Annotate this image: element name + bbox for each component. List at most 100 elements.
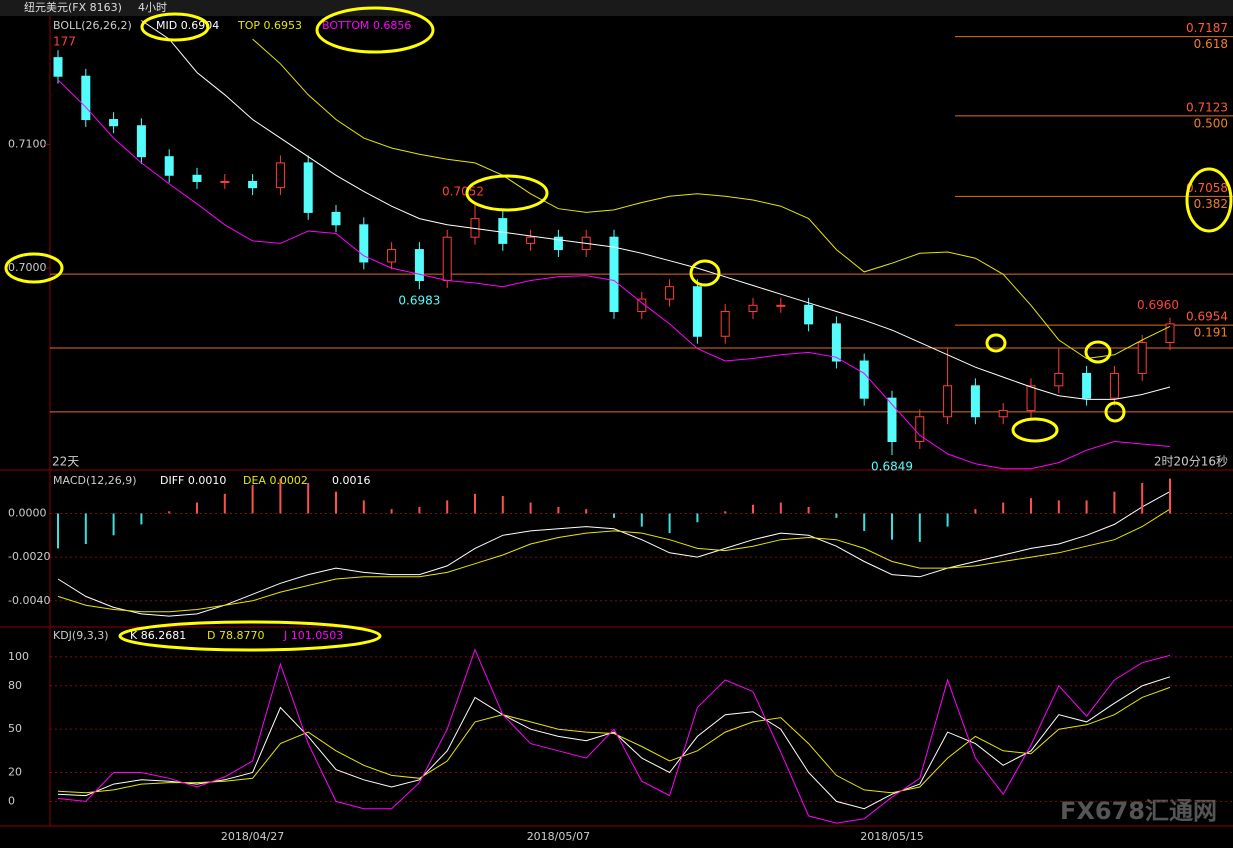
- annotations: [4, 6, 1233, 652]
- candle-body: [859, 360, 869, 399]
- candle-body: [192, 174, 202, 182]
- candle-body: [136, 125, 146, 158]
- legend-entry: J 101.0503: [283, 629, 343, 642]
- period[interactable]: 4小时: [138, 1, 167, 14]
- series-line: [57, 508, 1171, 613]
- candle-body: [414, 249, 424, 282]
- candle-body: [359, 224, 369, 263]
- title-bar: [0, 0, 1233, 16]
- highlight-circle: [1104, 401, 1126, 423]
- highlight-circle: [140, 12, 210, 42]
- fib-ratio: 0.500: [1194, 116, 1228, 130]
- marks: 0.7100 0.7000 0.7187 0.618 0.7123 0.500 0.7058…: [8, 19, 1233, 843]
- highlight-circle: [689, 259, 721, 287]
- fib-ratio: 0.191: [1194, 326, 1228, 340]
- candle-body: [720, 310, 730, 337]
- legend-title: MACD(12,26,9): [53, 474, 137, 487]
- candle-body: [1109, 372, 1119, 399]
- legend-entry: DIFF 0.0010: [160, 474, 226, 487]
- extreme-label: 0.6960: [1137, 298, 1179, 312]
- y-tick-label: -0.0020: [8, 550, 50, 563]
- bars-label: 22天: [52, 455, 79, 469]
- legend-entry: D 78.8770: [207, 629, 264, 642]
- highlight-circle: [1084, 340, 1112, 364]
- candle-body: [831, 323, 841, 362]
- legend-entry: TOP 0.6953: [237, 19, 302, 32]
- fib-ratio: 0.618: [1194, 37, 1228, 51]
- legend-title: KDJ(9,3,3): [53, 629, 109, 642]
- candle-body: [1026, 385, 1036, 412]
- highlight-circle: [1185, 167, 1233, 233]
- symbol: 纽元美元(FX 8163): [24, 0, 122, 14]
- candle-body: [692, 286, 702, 337]
- highlight-circle: [315, 6, 435, 54]
- highlight-circle: [465, 174, 549, 212]
- candle-body: [1137, 341, 1147, 374]
- candle-body: [1165, 323, 1175, 343]
- corner-label: 177: [53, 35, 76, 49]
- series-line: [57, 491, 1171, 617]
- candle-body: [387, 249, 397, 263]
- candle-body: [804, 304, 814, 325]
- y-tick-label: 100: [8, 650, 29, 663]
- candle-body: [998, 410, 1008, 418]
- countdown: 2时20分16秒: [1154, 455, 1228, 469]
- y-tick-label: 0.0000: [8, 506, 47, 519]
- series-line: [252, 38, 1171, 360]
- candle-body: [331, 211, 341, 226]
- candle-body: [970, 385, 980, 418]
- highlight-circle: [985, 333, 1007, 353]
- candle-body: [81, 75, 91, 121]
- candle-body: [526, 236, 536, 244]
- candle-body: [1082, 372, 1092, 399]
- candle-body: [943, 385, 953, 418]
- candle-body: [915, 416, 925, 443]
- watermark: FX678汇通网: [1060, 797, 1217, 825]
- candle-body: [220, 180, 230, 183]
- candle-body: [303, 162, 313, 213]
- fib-price: 0.6954: [1186, 310, 1228, 324]
- highlight-circle: [118, 620, 382, 652]
- candle-body: [665, 286, 675, 300]
- fib-price: 0.7058: [1186, 181, 1228, 195]
- x-tick-label: 2018/04/27: [221, 830, 284, 843]
- series-line: [57, 686, 1171, 794]
- fib-price: 0.7123: [1186, 100, 1228, 114]
- candle-body: [275, 162, 285, 189]
- y-tick-label: 20: [8, 766, 22, 779]
- series-line: [57, 648, 1171, 824]
- fib-price: 0.7187: [1186, 21, 1228, 35]
- y-tick-label: 0.7000: [8, 261, 47, 274]
- candle-body: [248, 180, 258, 189]
- y-tick-label: 80: [8, 679, 22, 692]
- series-line: [141, 20, 1171, 400]
- y-tick-label: -0.0040: [8, 594, 50, 607]
- extreme-label: 0.6849: [871, 460, 913, 474]
- candle-body: [553, 236, 563, 251]
- legend-entry: 0.0016: [332, 474, 371, 487]
- series-line: [57, 79, 1171, 470]
- candle-body: [776, 304, 786, 307]
- candle-body: [609, 236, 619, 312]
- extreme-label: 0.7052: [442, 184, 484, 198]
- legend-entry: BOTTOM 0.6856: [322, 19, 411, 32]
- y-tick-label: 0.7100: [8, 137, 47, 150]
- legend-entry: DEA 0.0002: [243, 474, 308, 487]
- highlight-circle: [4, 252, 64, 284]
- candle-body: [164, 156, 174, 176]
- candle-body: [748, 304, 758, 312]
- highlight-circle: [1011, 417, 1059, 443]
- candle-body: [109, 119, 119, 127]
- candle-body: [887, 397, 897, 443]
- y-tick-label: 50: [8, 722, 22, 735]
- candle-body: [498, 218, 508, 244]
- extreme-label: 0.6983: [398, 294, 440, 308]
- fib-ratio: 0.382: [1194, 197, 1228, 211]
- x-tick-label: 2018/05/07: [527, 830, 590, 843]
- y-tick-label: 0: [8, 794, 15, 807]
- candle-body: [53, 57, 63, 77]
- legend-title: BOLL(26,26,2): [53, 19, 132, 32]
